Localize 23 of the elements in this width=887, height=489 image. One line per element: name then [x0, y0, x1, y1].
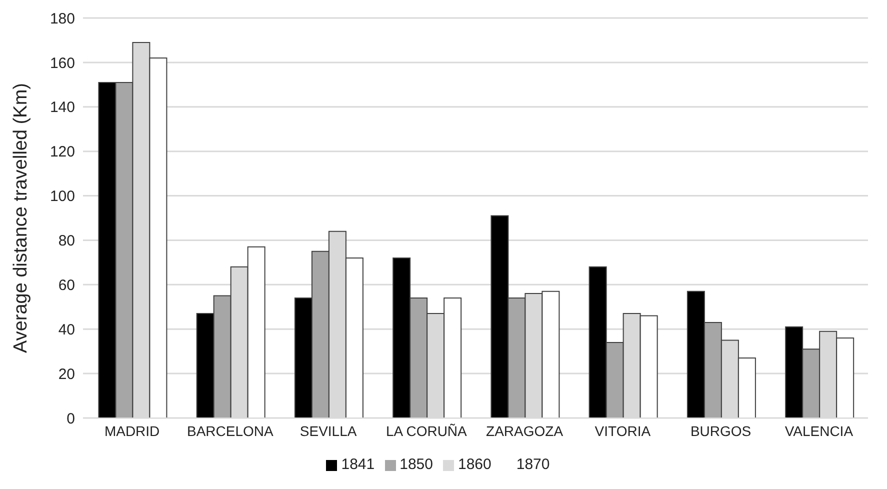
- y-tick-label: 100: [50, 188, 75, 206]
- x-tick-label: LA CORUÑA: [386, 422, 468, 439]
- x-tick-label: VALENCIA: [784, 422, 854, 439]
- legend-label: 1860: [458, 456, 492, 473]
- y-axis-title: Average distance travelled (Km): [10, 83, 32, 353]
- x-tick-label: VITORIA: [594, 422, 652, 439]
- y-tick-label: 120: [50, 144, 75, 161]
- x-tick-label: SEVILLA: [300, 422, 358, 439]
- y-tick-label: 80: [58, 232, 75, 250]
- legend-label: 1841: [341, 456, 375, 473]
- y-tick-label: 180: [50, 10, 75, 28]
- x-tick-label: ZARAGOZA: [486, 422, 564, 439]
- y-tick-label: 40: [58, 321, 75, 338]
- y-tick-label: 160: [50, 54, 75, 72]
- y-tick-label: 60: [58, 276, 75, 294]
- x-tick-label: BARCELONA: [187, 422, 274, 439]
- x-tick-label: MADRID: [104, 422, 160, 439]
- y-tick-label: 0: [66, 410, 75, 428]
- y-tick-label: 20: [58, 366, 75, 383]
- x-tick-label: BURGOS: [690, 422, 752, 439]
- text: 1870: [516, 456, 550, 473]
- y-tick-label: 140: [50, 99, 75, 116]
- legend-label: 1850: [400, 456, 433, 473]
